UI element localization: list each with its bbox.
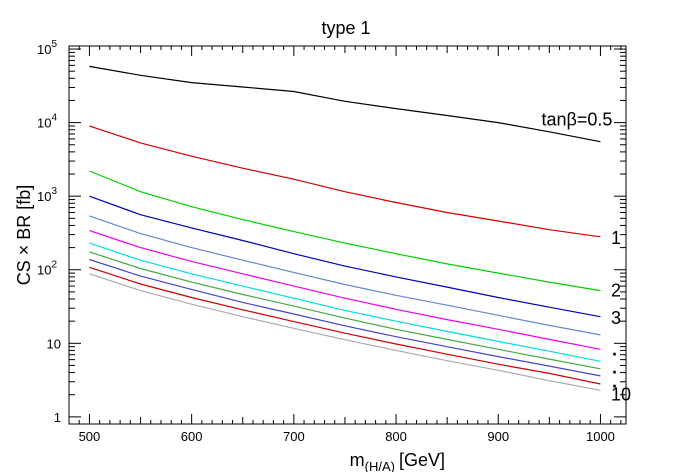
series-line-tanb-2 [89,170,601,292]
y-tick-base: 1 [54,410,61,425]
y-tick-exp: 4 [51,113,57,124]
series-line-tanb-9 [89,266,601,385]
ellipsis-dot: · [612,345,618,365]
x-tick-label: 800 [385,429,407,444]
y-tick-base: 10 [37,189,51,204]
y-tick-label: 103 [37,186,57,204]
series-line-tanb-1 [89,125,601,238]
x-axis-title-unit: [GeV] [399,450,445,470]
ellipsis-dot: · [612,363,618,383]
y-tick-base: 10 [37,42,51,57]
y-tick-base: 10 [37,263,51,278]
plot-frame [68,45,627,425]
y-tick-base: 10 [37,116,51,131]
y-tick-base: 10 [47,336,61,351]
series-line-tanb-3 [89,195,601,318]
chart-title: type 1 [321,18,370,38]
series-line-tanb-6 [89,242,601,362]
y-tick-exp: 2 [51,260,57,271]
x-axis-title-sub: (H/A) [365,459,395,472]
series-line-tanb-4 [89,215,601,336]
series-line-tanb-10 [89,273,601,391]
series-line-tanb-8 [89,258,601,377]
y-tick-label: 105 [37,39,57,57]
series-label: 1 [611,228,621,248]
y-tick-label: 104 [37,113,57,131]
series-label: 10 [611,385,631,405]
series-label: tanβ=0.5 [542,110,613,130]
y-axis-title: CS × BR [fb] [14,185,34,286]
series-line-tanb-7 [89,251,601,370]
x-tick-label: 700 [283,429,305,444]
x-tick-label: 600 [181,429,203,444]
series-label: 3 [611,308,621,328]
ellipsis-dot: · [612,376,618,396]
y-tick-exp: 3 [51,186,57,197]
x-axis-title-main: m [350,450,365,470]
series-layer [89,65,601,391]
x-tick-label: 900 [487,429,509,444]
series-label: 2 [611,281,621,301]
y-tick-exp: 5 [51,39,57,50]
x-axis-title: m(H/A) [GeV] [350,450,445,472]
x-tick-label: 500 [79,429,101,444]
y-tick-label: 10 [47,336,61,351]
y-tick-label: 1 [54,410,61,425]
series-line-tanb-tan0.5 [89,65,601,143]
series-line-tanb-5 [89,230,601,350]
x-tick-label: 1000 [586,429,615,444]
y-tick-label: 102 [37,260,57,278]
